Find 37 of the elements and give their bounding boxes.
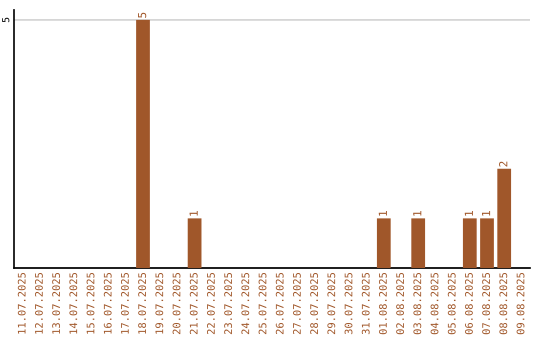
x-tick-label: 03.08.2025 <box>413 273 422 334</box>
x-tick-label: 25.07.2025 <box>258 273 266 334</box>
x-tick-label: 26.07.2025 <box>276 273 284 334</box>
data-label: 1 <box>413 211 422 216</box>
x-tick-label: 29.07.2025 <box>327 273 336 334</box>
x-tick-label: 08.08.2025 <box>499 273 508 334</box>
x-tick-label: 28.07.2025 <box>310 273 318 334</box>
x-tick-label: 27.07.2025 <box>292 273 301 334</box>
x-tick-label: 11.07.2025 <box>18 273 26 334</box>
x-tick-label: 30.07.2025 <box>344 273 352 334</box>
x-tick-label: 01.08.2025 <box>378 273 387 334</box>
x-tick-label: 20.07.2025 <box>172 273 180 334</box>
data-label: 1 <box>378 211 387 216</box>
data-label: 1 <box>464 211 473 216</box>
x-tick-label: 22.07.2025 <box>206 273 215 334</box>
x-tick-label: 12.07.2025 <box>34 273 43 334</box>
x-tick-label: 18.07.2025 <box>138 273 146 334</box>
data-label: 1 <box>482 211 490 216</box>
x-tick-label: 15.07.2025 <box>86 273 94 334</box>
data-label: 1 <box>190 211 198 216</box>
x-tick-label: 21.07.2025 <box>190 273 198 334</box>
x-tick-label: 05.08.2025 <box>448 273 456 334</box>
x-tick-label: 19.07.2025 <box>155 273 164 334</box>
x-tick-label: 14.07.2025 <box>69 273 78 334</box>
x-tick-label: 24.07.2025 <box>241 273 250 334</box>
data-label: 2 <box>499 162 508 167</box>
x-tick-label: 23.07.2025 <box>224 273 232 334</box>
x-tick-label: 16.07.2025 <box>104 273 112 334</box>
x-tick-label: 04.08.2025 <box>430 273 438 334</box>
data-label: 5 <box>138 12 146 18</box>
x-tick-label: 17.07.2025 <box>120 273 129 334</box>
x-tick-label: 02.08.2025 <box>396 273 404 334</box>
x-tick-label: 09.08.2025 <box>516 273 524 334</box>
x-tick-label: 13.07.2025 <box>52 273 60 334</box>
x-tick-label: 06.08.2025 <box>464 273 473 334</box>
x-tick-label: 07.08.2025 <box>482 273 490 334</box>
x-tick-label: 31.07.2025 <box>362 273 370 334</box>
